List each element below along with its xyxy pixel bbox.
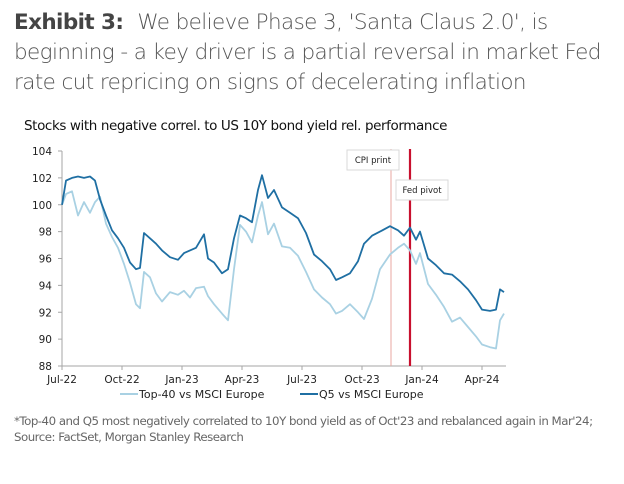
chart-series <box>61 174 505 350</box>
footnote: *Top-40 and Q5 most negatively correlate… <box>14 413 624 445</box>
y-tick-label: 102 <box>32 173 52 185</box>
exhibit-title-text: We believe Phase 3, 'Santa Claus 2.0', i… <box>14 10 601 95</box>
chart-title: Stocks with negative correl. to US 10Y b… <box>24 118 447 134</box>
footnote-note: *Top-40 and Q5 most negatively correlate… <box>14 414 593 428</box>
y-tick-label: 98 <box>39 227 52 239</box>
annotation-box <box>395 179 449 201</box>
x-tick-label: Apr-24 <box>465 374 500 386</box>
y-tick-label: 88 <box>39 361 52 373</box>
annotation-box <box>346 149 400 171</box>
x-tick-label: Apr-23 <box>225 374 260 386</box>
series-line-top-40-vs-msci-europe <box>61 190 505 350</box>
y-tick-label: 94 <box>39 280 53 292</box>
y-tick-label: 100 <box>32 200 52 212</box>
exhibit-label: Exhibit 3: <box>14 10 124 35</box>
annotation-label: Fed pivot <box>402 186 442 196</box>
footnote-source: Source: FactSet, Morgan Stanley Research <box>14 430 244 444</box>
x-tick-label: Jan-24 <box>404 374 439 386</box>
x-tick-label: Jul-22 <box>46 374 77 386</box>
legend-label: Q5 vs MSCI Europe <box>319 388 424 401</box>
annotation-label: CPI print <box>355 156 392 166</box>
x-tick-label: Jul-23 <box>286 374 317 386</box>
chart-legend: Top-40 vs MSCI Europe Q5 vs MSCI Europe <box>120 388 424 401</box>
y-tick-label: 96 <box>39 254 53 266</box>
x-tick-label: Oct-22 <box>104 374 139 386</box>
legend-label: Top-40 vs MSCI Europe <box>138 388 265 401</box>
chart-annotations: CPI print Fed pivot <box>346 149 449 366</box>
y-tick-label: 104 <box>32 146 52 158</box>
series-line-q5-vs-msci-europe <box>61 174 505 312</box>
x-tick-label: Oct-23 <box>344 374 379 386</box>
x-tick-label: Jan-23 <box>164 374 198 386</box>
exhibit-title: Exhibit 3: We believe Phase 3, 'Santa Cla… <box>14 8 614 98</box>
chart-axes: 88 90 92 94 96 98 100 102 104 Jul-22 Oct-22 Jan-23 A… <box>32 146 506 386</box>
y-tick-label: 90 <box>39 334 52 346</box>
y-tick-label: 92 <box>39 307 52 319</box>
